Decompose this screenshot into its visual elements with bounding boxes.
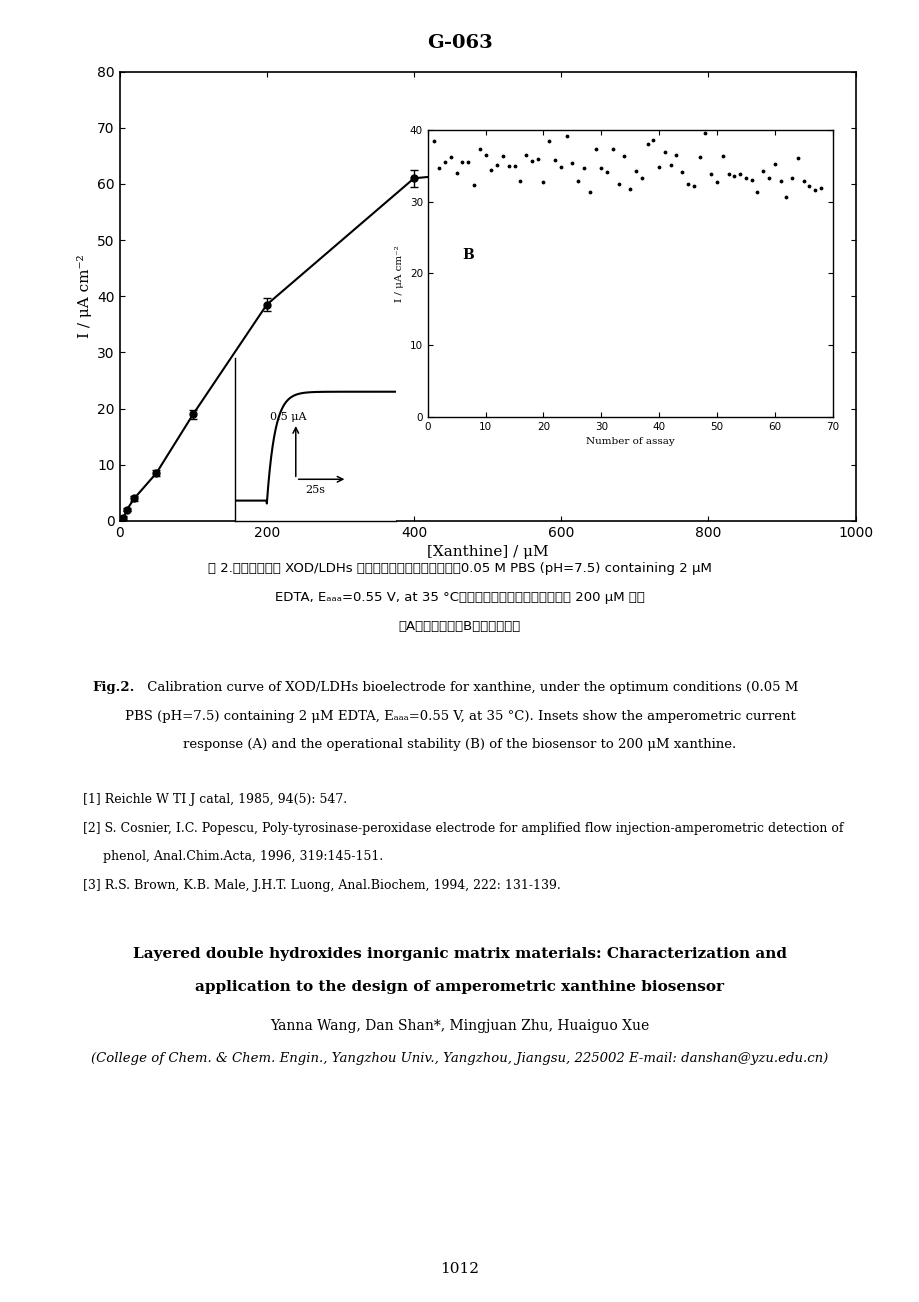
Text: [2] S. Cosnier, I.C. Popescu, Poly-tyrosinase-peroxidase electrode for amplified: [2] S. Cosnier, I.C. Popescu, Poly-tyros… <box>83 822 843 835</box>
X-axis label: [Xanthine] / μM: [Xanthine] / μM <box>426 546 548 560</box>
Text: Yanna Wang, Dan Shan*, Mingjuan Zhu, Huaiguo Xue: Yanna Wang, Dan Shan*, Mingjuan Zhu, Hua… <box>270 1019 649 1034</box>
Text: （A）响应电流（B）操作稳定性: （A）响应电流（B）操作稳定性 <box>399 620 520 633</box>
Text: Fig.2.: Fig.2. <box>92 681 134 694</box>
Text: 0.5 μA: 0.5 μA <box>270 411 306 422</box>
Text: PBS (pH=7.5) containing 2 μM EDTA, Eₐₐₐ=0.55 V, at 35 °C). Insets show the amper: PBS (pH=7.5) containing 2 μM EDTA, Eₐₐₐ=… <box>124 710 795 723</box>
Text: Calibration curve of XOD/LDHs bioelectrode for xanthine, under the optimum condi: Calibration curve of XOD/LDHs bioelectro… <box>142 681 797 694</box>
Y-axis label: I / μA cm⁻²: I / μA cm⁻² <box>76 254 92 339</box>
Text: phenol, Anal.Chim.Acta, 1996, 319:145-151.: phenol, Anal.Chim.Acta, 1996, 319:145-15… <box>83 850 382 863</box>
Text: response (A) and the operational stability (B) of the biosensor to 200 μM xanthi: response (A) and the operational stabili… <box>183 738 736 751</box>
Text: [1] Reichle W TI J catal, 1985, 94(5): 547.: [1] Reichle W TI J catal, 1985, 94(5): 5… <box>83 793 346 806</box>
Text: 1012: 1012 <box>440 1262 479 1276</box>
Text: [3] R.S. Brown, K.B. Male, J.H.T. Luong, Anal.Biochem, 1994, 222: 131-139.: [3] R.S. Brown, K.B. Male, J.H.T. Luong,… <box>83 879 560 892</box>
X-axis label: Number of assay: Number of assay <box>585 437 674 447</box>
Text: B: B <box>462 249 473 262</box>
Text: 图 2.最佳条件下的 XOD/LDHs 黄嗈吁生物电极的校正曲线（0.05 M PBS (pH=7.5) containing 2 μM: 图 2.最佳条件下的 XOD/LDHs 黄嗈吁生物电极的校正曲线（0.05 M … <box>208 562 711 575</box>
Text: Layered double hydroxides inorganic matrix materials: Characterization and: Layered double hydroxides inorganic matr… <box>133 947 786 961</box>
Text: G-063: G-063 <box>426 34 493 52</box>
Y-axis label: I / μA cm⁻²: I / μA cm⁻² <box>395 245 403 302</box>
Text: application to the design of amperometric xanthine biosensor: application to the design of amperometri… <box>195 980 724 995</box>
Text: A: A <box>244 488 256 505</box>
Text: EDTA, Eₐₐₐ=0.55 V, at 35 °C）　插图为底物黄嗈吁的浓度为 200 μM 时的: EDTA, Eₐₐₐ=0.55 V, at 35 °C） 插图为底物黄嗈吁的浓度… <box>275 591 644 604</box>
Text: 25s: 25s <box>305 484 325 495</box>
Text: (College of Chem. & Chem. Engin., Yangzhou Univ., Yangzhou, Jiangsu, 225002 E-ma: (College of Chem. & Chem. Engin., Yangzh… <box>91 1052 828 1065</box>
